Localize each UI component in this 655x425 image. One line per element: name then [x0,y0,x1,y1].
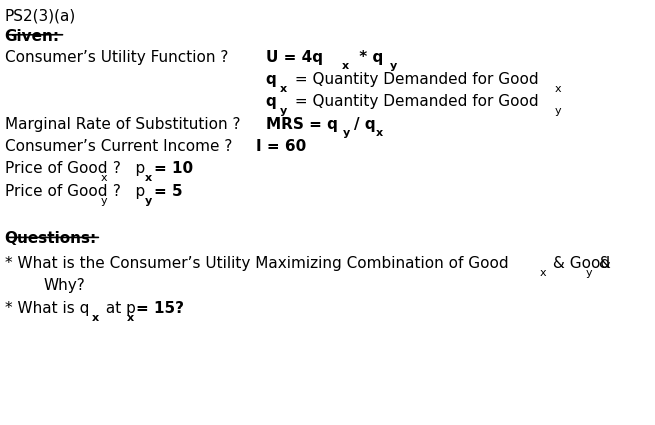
Text: y: y [100,196,107,206]
Text: = 10: = 10 [154,162,193,176]
Text: & Good: & Good [548,256,610,271]
Text: x: x [342,61,349,71]
Text: x: x [540,268,547,278]
Text: q: q [265,94,276,109]
Text: at p: at p [100,301,136,316]
Text: y: y [390,61,398,71]
Text: y: y [343,128,350,139]
Text: x: x [376,128,383,139]
Text: y: y [555,106,561,116]
Text: = 5: = 5 [154,184,183,199]
Text: = Quantity Demanded for Good: = Quantity Demanded for Good [290,94,539,109]
Text: y: y [145,196,152,206]
Text: Consumer’s Current Income ?: Consumer’s Current Income ? [5,139,242,154]
Text: U = 4q: U = 4q [265,50,322,65]
Text: Questions:: Questions: [5,231,97,246]
Text: Consumer’s Utility Function ?: Consumer’s Utility Function ? [5,50,238,65]
Text: / q: / q [354,116,375,132]
Text: * q: * q [354,50,383,65]
Text: Marginal Rate of Substitution ?: Marginal Rate of Substitution ? [5,116,250,132]
Text: x: x [280,84,287,94]
Text: y: y [280,106,287,116]
Text: x: x [92,312,98,323]
Text: I = 60: I = 60 [255,139,306,154]
Text: Price of Good: Price of Good [5,184,107,199]
Text: * What is the Consumer’s Utility Maximizing Combination of Good: * What is the Consumer’s Utility Maximiz… [5,256,508,271]
Text: x: x [145,173,152,183]
Text: ?   p: ? p [108,184,145,199]
Text: &: & [593,256,610,271]
Text: = 15?: = 15? [136,301,184,316]
Text: MRS = q: MRS = q [265,116,337,132]
Text: q: q [265,72,276,87]
Text: x: x [100,173,107,183]
Text: Given:: Given: [5,29,60,44]
Text: Why?: Why? [44,278,86,293]
Text: Price of Good: Price of Good [5,162,107,176]
Text: y: y [586,268,592,278]
Text: x: x [126,312,134,323]
Text: = Quantity Demanded for Good: = Quantity Demanded for Good [290,72,539,87]
Text: ?   p: ? p [108,162,145,176]
Text: * What is q: * What is q [5,301,89,316]
Text: PS2(3)(a): PS2(3)(a) [5,9,76,24]
Text: x: x [555,84,561,94]
